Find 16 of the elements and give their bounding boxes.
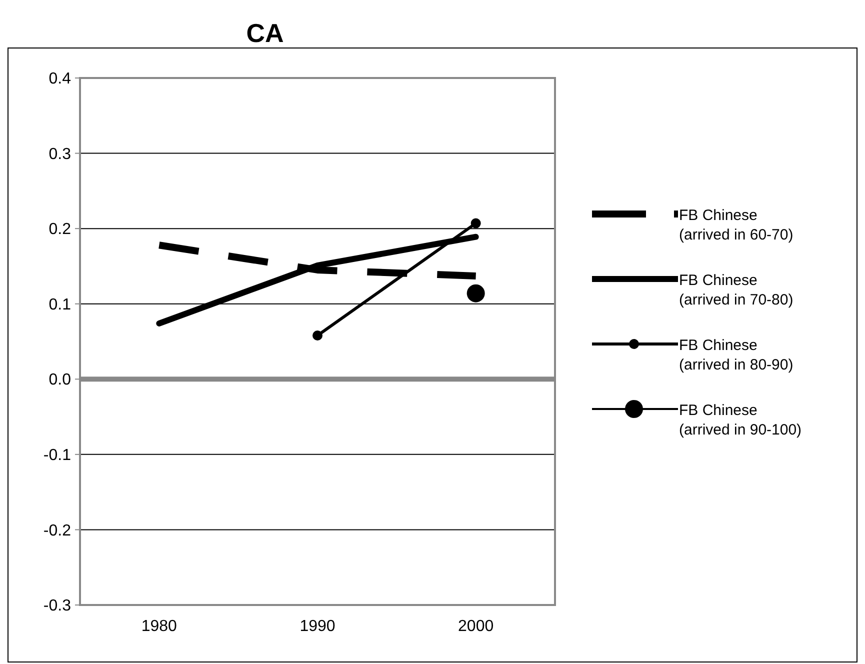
y-tick-label: 0.2 [48,221,72,238]
chart-title: CA [246,18,284,48]
x-tick-label: 1980 [141,618,178,635]
legend-label: FB Chinese (arrived in 60-70) [679,207,794,244]
x-tick-label: 1990 [300,618,336,635]
y-tick-label: 0.4 [48,70,72,88]
y-tick-label: -0.3 [43,598,72,615]
legend-label: FB Chinese (arrived in 90-100) [679,402,802,438]
legend-label: FB Chinese (arrived in 80-90) [679,337,794,374]
legend-label: FB Chinese (arrived in 70-80) [679,272,794,308]
y-tick-label: 0.0 [48,372,72,389]
y-tick-label: -0.1 [43,447,72,464]
y-tick-label: 0.1 [48,296,72,314]
y-tick-label: -0.2 [43,522,72,540]
y-tick-label: 0.3 [48,146,72,163]
x-tick-label: 2000 [458,618,494,635]
